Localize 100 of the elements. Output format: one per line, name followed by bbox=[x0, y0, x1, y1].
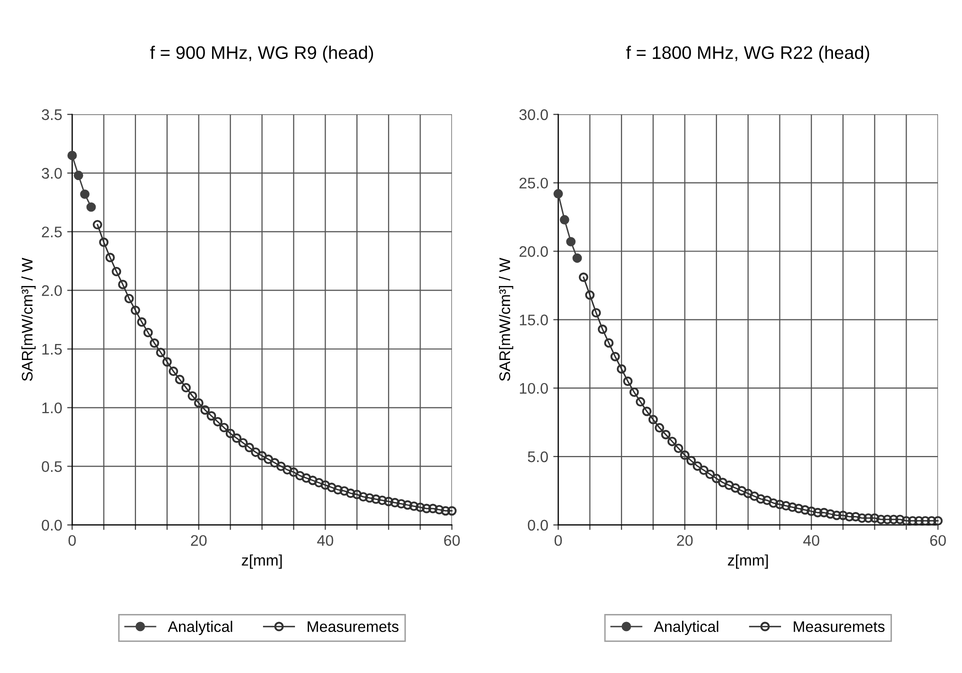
point bbox=[130, 306, 140, 316]
point bbox=[352, 490, 362, 500]
point bbox=[118, 280, 128, 290]
legend-label: Analytical bbox=[654, 620, 718, 636]
point bbox=[724, 480, 734, 490]
point bbox=[206, 411, 216, 421]
point bbox=[882, 514, 892, 524]
point bbox=[850, 512, 860, 522]
point bbox=[661, 430, 671, 440]
point bbox=[699, 465, 709, 475]
point bbox=[384, 496, 394, 506]
point bbox=[819, 508, 829, 518]
point bbox=[674, 444, 684, 454]
point bbox=[902, 516, 912, 526]
point bbox=[257, 451, 267, 460]
y-tick-label: 0.0 bbox=[42, 520, 62, 531]
point bbox=[832, 510, 842, 520]
y-tick-label: 2.0 bbox=[42, 285, 62, 296]
point bbox=[604, 338, 614, 348]
point bbox=[314, 478, 324, 488]
x-tick-label: 0 bbox=[68, 535, 76, 546]
y-tick-label: 3.5 bbox=[42, 109, 62, 120]
point bbox=[718, 478, 728, 488]
x-axis-title: z[mm] bbox=[242, 554, 282, 569]
x-tick-label: 20 bbox=[677, 535, 693, 546]
point bbox=[730, 483, 740, 493]
point bbox=[80, 189, 90, 199]
point bbox=[402, 500, 412, 510]
point bbox=[648, 414, 658, 424]
point bbox=[838, 510, 848, 520]
y-tick-label: 1.0 bbox=[42, 402, 62, 414]
point bbox=[416, 502, 425, 512]
point bbox=[212, 416, 222, 426]
point bbox=[781, 501, 791, 511]
point bbox=[99, 238, 109, 247]
point bbox=[440, 506, 450, 516]
y-tick-label: 0.5 bbox=[42, 461, 62, 472]
point bbox=[800, 505, 810, 515]
point bbox=[150, 338, 160, 348]
point bbox=[737, 486, 746, 496]
point bbox=[162, 357, 172, 367]
point bbox=[143, 328, 153, 338]
x-tick-label: 40 bbox=[803, 535, 820, 546]
point bbox=[888, 514, 898, 524]
point bbox=[553, 189, 563, 199]
x-axis-title: z[mm] bbox=[728, 554, 768, 569]
point bbox=[364, 493, 374, 503]
point bbox=[137, 317, 146, 327]
legend-label: Measuremets bbox=[794, 621, 885, 632]
chart-title: f = 1800 MHz, WG R22 (head) bbox=[626, 46, 870, 63]
point bbox=[686, 456, 696, 466]
point bbox=[270, 458, 280, 468]
point bbox=[295, 470, 305, 480]
point bbox=[371, 494, 381, 504]
point bbox=[346, 488, 356, 498]
point bbox=[194, 398, 204, 408]
point bbox=[914, 516, 924, 526]
point bbox=[920, 516, 930, 526]
point bbox=[743, 488, 753, 498]
point bbox=[320, 480, 330, 490]
y-tick-label: 1.5 bbox=[42, 344, 62, 355]
point bbox=[74, 170, 84, 180]
y-tick-label: 2.5 bbox=[42, 226, 62, 238]
point bbox=[67, 150, 77, 160]
point bbox=[812, 508, 822, 518]
point bbox=[585, 290, 595, 300]
point bbox=[876, 514, 886, 524]
y-tick-label: 0.0 bbox=[528, 520, 548, 531]
y-tick-label: 15.0 bbox=[520, 314, 548, 326]
point bbox=[591, 308, 601, 318]
point bbox=[566, 236, 576, 246]
point bbox=[692, 461, 702, 471]
point bbox=[750, 491, 760, 501]
point bbox=[156, 348, 166, 358]
point bbox=[308, 476, 318, 486]
point bbox=[232, 433, 242, 443]
point bbox=[276, 462, 286, 472]
x-tick-label: 40 bbox=[317, 535, 334, 546]
point bbox=[864, 513, 874, 523]
point bbox=[244, 442, 254, 452]
point bbox=[302, 473, 312, 483]
y-axis-title: SAR[mW/cm³] / W bbox=[21, 258, 36, 381]
point bbox=[333, 485, 343, 494]
point bbox=[598, 324, 608, 334]
point bbox=[623, 376, 633, 386]
point bbox=[250, 447, 260, 457]
point bbox=[788, 502, 798, 512]
legend-label: Analytical bbox=[168, 620, 232, 636]
point bbox=[124, 294, 134, 304]
point bbox=[92, 220, 102, 230]
point bbox=[175, 374, 184, 384]
point bbox=[806, 506, 816, 516]
point bbox=[642, 406, 652, 416]
point bbox=[396, 499, 406, 509]
point bbox=[226, 428, 236, 438]
y-tick-label: 25.0 bbox=[520, 178, 548, 189]
y-tick-label: 20.0 bbox=[520, 246, 548, 257]
point bbox=[610, 352, 620, 362]
point bbox=[428, 504, 438, 514]
point bbox=[705, 470, 715, 480]
